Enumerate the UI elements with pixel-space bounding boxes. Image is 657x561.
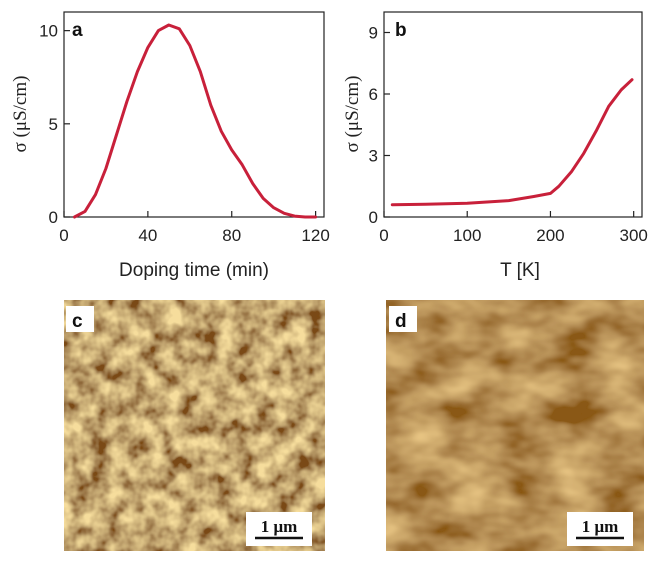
panel-c-afm-image: c 1 μm xyxy=(64,300,325,551)
panel-a-label: a xyxy=(72,20,83,41)
panel-d-image xyxy=(386,300,644,551)
panel-b-xtick-label: 0 xyxy=(379,226,388,245)
panel-b-frame xyxy=(383,11,643,218)
panel-b-ytick-label: 9 xyxy=(369,24,378,43)
panel-a-xlabel: Doping time (min) xyxy=(119,260,269,281)
panel-b-label: b xyxy=(395,20,407,41)
panel-b-ylabel: σ (μS/cm) xyxy=(342,76,363,153)
panel-c-scalebar-text: 1 μm xyxy=(261,517,298,536)
panel-b-xtick-label: 100 xyxy=(453,226,481,245)
panel-a-xtick-label: 40 xyxy=(138,226,157,245)
panel-b-ytick-label: 3 xyxy=(369,147,378,166)
panel-a-series-line xyxy=(73,23,318,219)
panel-c-label-box xyxy=(66,306,94,332)
panel-a-xtick-label: 80 xyxy=(222,226,241,245)
panel-a-xtick-label: 0 xyxy=(59,226,68,245)
panel-c-image xyxy=(64,300,325,551)
panel-b-ytick-label: 6 xyxy=(369,85,378,104)
panel-a-ticks: 0 40 80 120 0 5 10 xyxy=(39,22,330,245)
panel-a-xtick-label: 120 xyxy=(301,226,329,245)
panel-a-frame xyxy=(63,11,325,218)
panel-d-afm-image: d 1 μm xyxy=(386,300,644,551)
panel-d-scalebar-box xyxy=(567,512,633,546)
panel-a-ytick-label: 10 xyxy=(39,22,58,41)
panel-b-ticks: 0 100 200 300 0 3 6 9 xyxy=(369,24,648,246)
panel-b-series-line xyxy=(390,78,634,207)
panel-c-label: c xyxy=(72,311,83,332)
panel-a-ylabel: σ (μS/cm) xyxy=(10,76,31,153)
panel-b-xlabel: T [K] xyxy=(500,260,540,281)
panel-d-scalebar-text: 1 μm xyxy=(582,517,619,536)
panel-b-xtick-label: 200 xyxy=(536,226,564,245)
panel-a-ytick-label: 5 xyxy=(49,115,58,134)
panel-b-chart: b 0 100 200 300 0 3 6 9 T [K] σ (μS/cm) xyxy=(342,11,648,281)
panel-a-chart: a 0 40 80 120 0 5 10 Doping time (min) σ (μS/c… xyxy=(10,11,330,281)
panel-c-scalebar-box xyxy=(246,512,312,546)
panel-b-xtick-label: 300 xyxy=(619,226,647,245)
panel-b-ytick-label: 0 xyxy=(369,208,378,227)
panel-d-label-box xyxy=(389,306,417,332)
panel-a-ytick-label: 0 xyxy=(49,208,58,227)
panel-d-label: d xyxy=(395,311,407,332)
